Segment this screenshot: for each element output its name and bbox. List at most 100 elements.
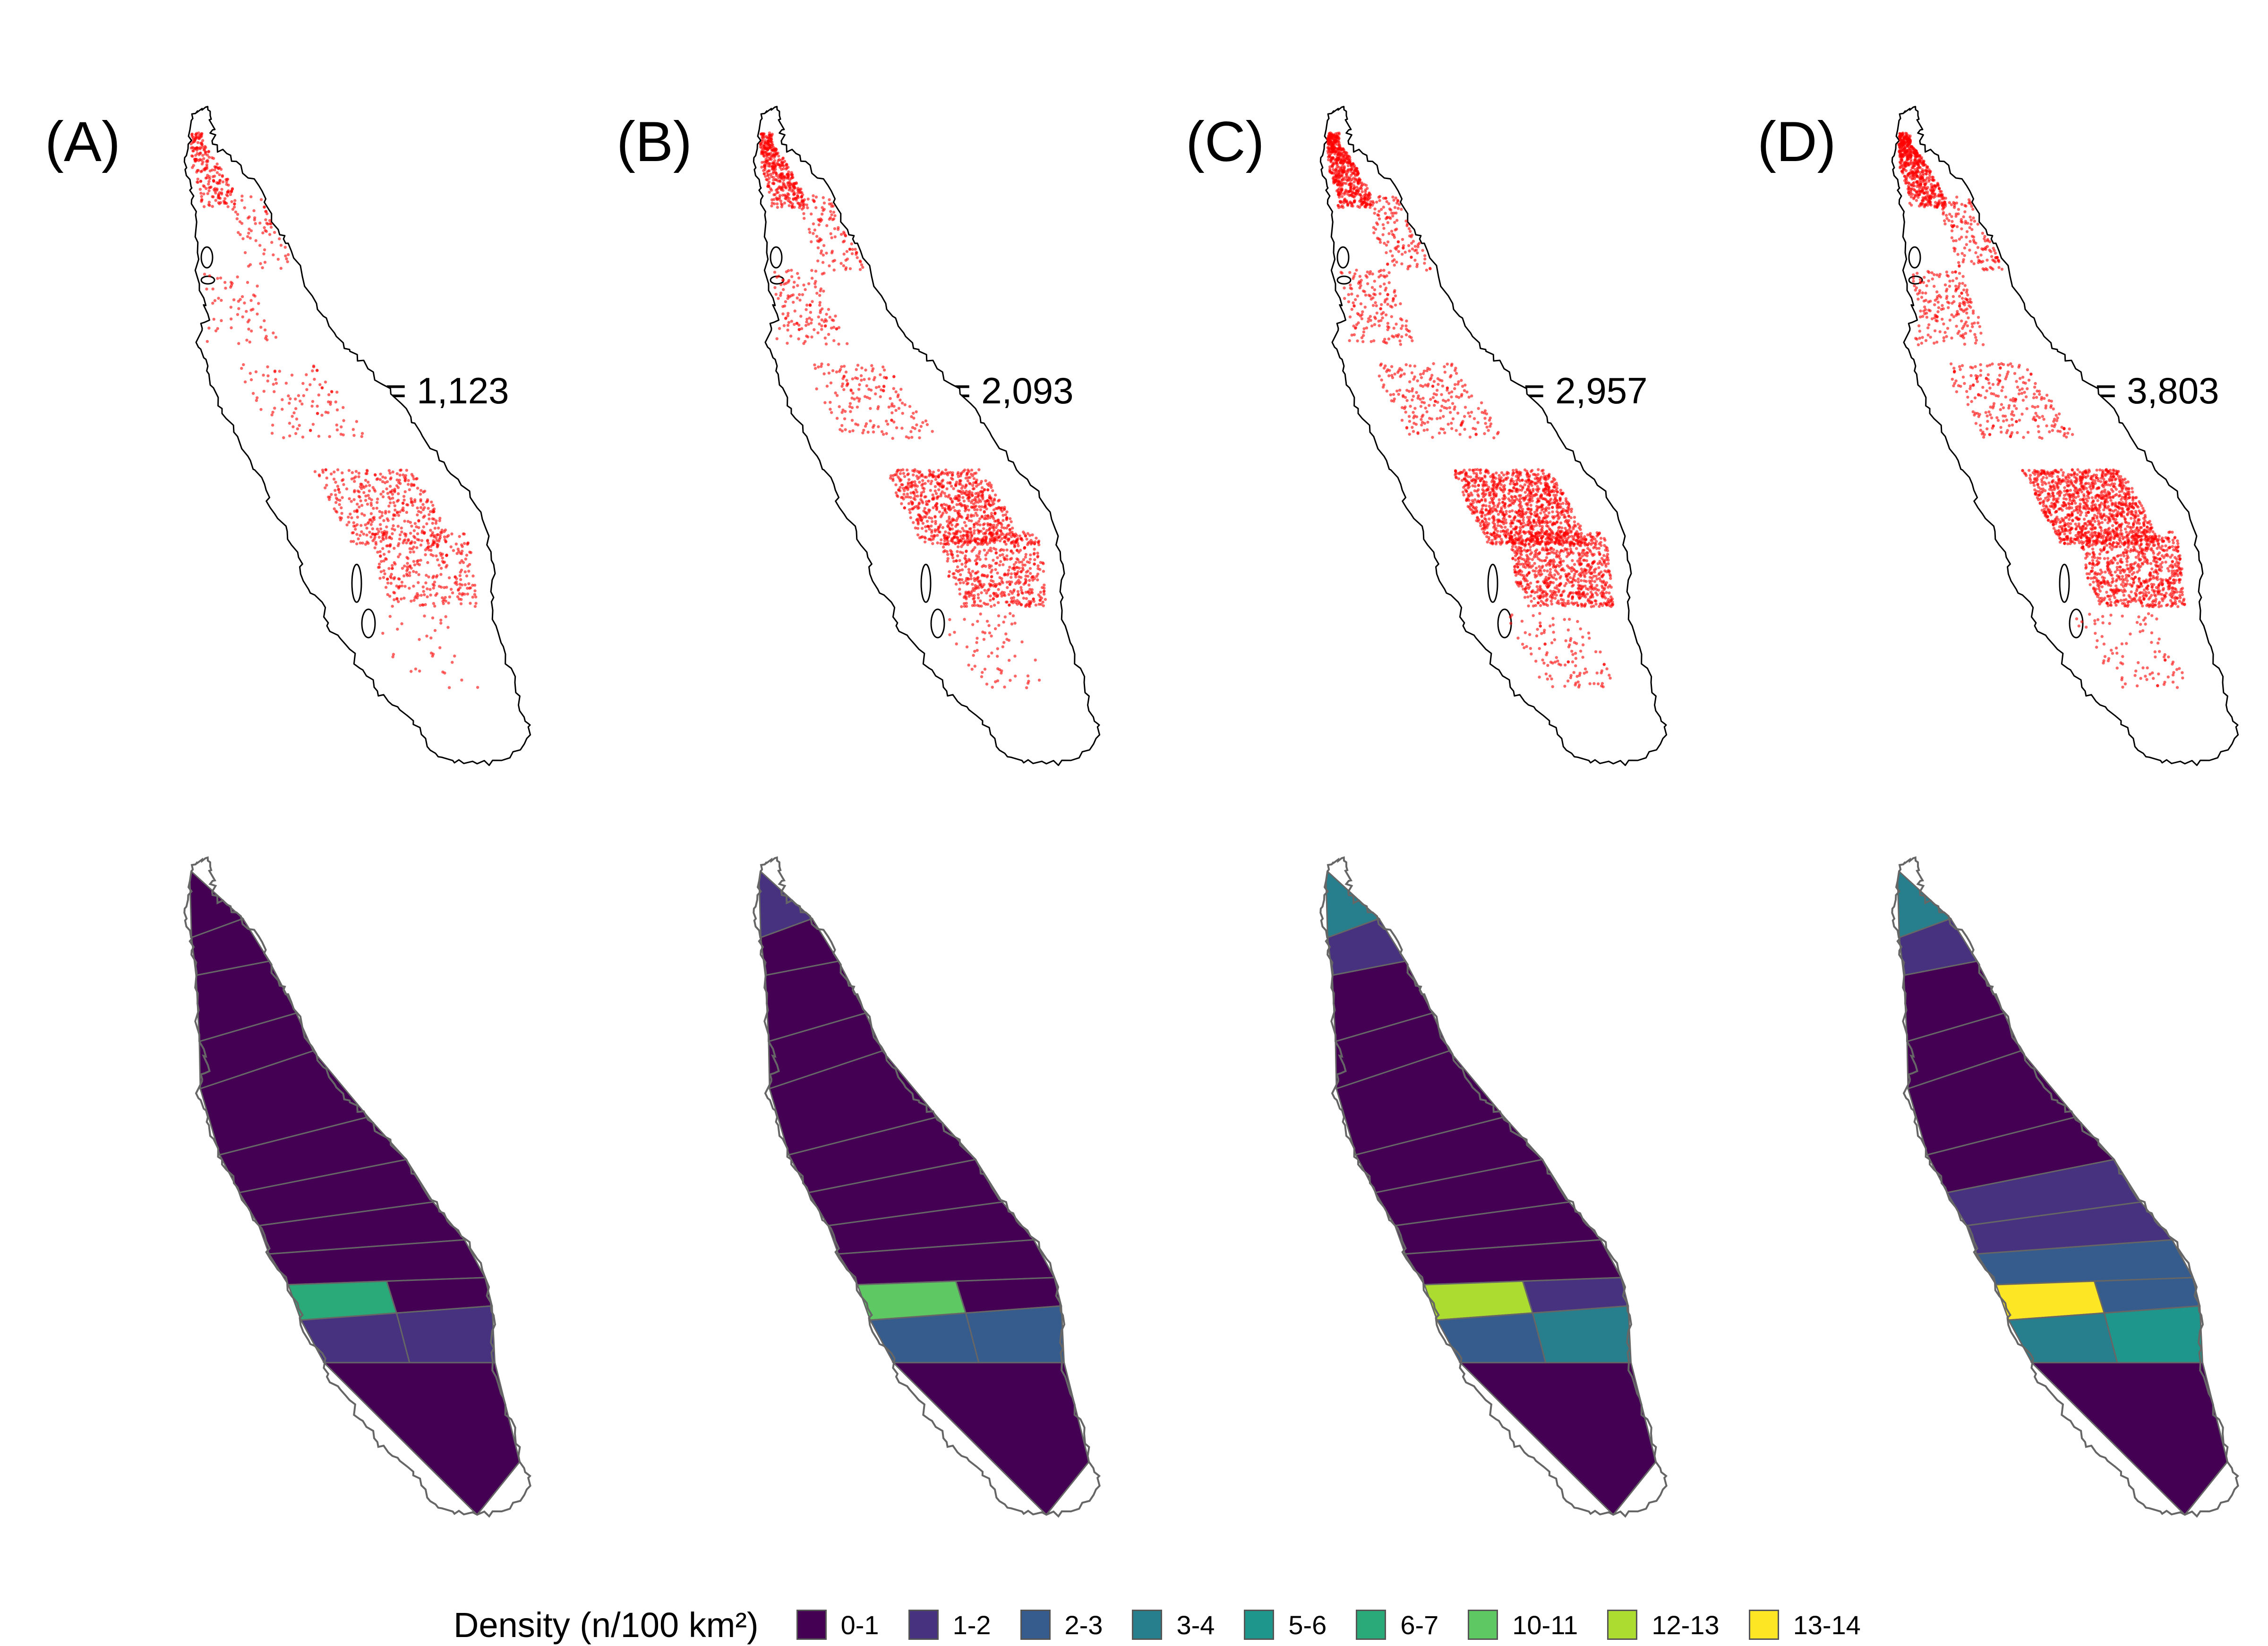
occurrence-point <box>790 173 794 176</box>
occurrence-point <box>1455 429 1458 432</box>
occurrence-point <box>1599 650 1602 654</box>
occurrence-point <box>945 537 949 540</box>
occurrence-point <box>1565 548 1568 552</box>
occurrence-point <box>410 473 413 476</box>
occurrence-point <box>936 541 939 545</box>
occurrence-point <box>1388 369 1391 372</box>
occurrence-point <box>289 397 292 401</box>
occurrence-point <box>823 336 827 340</box>
occurrence-point <box>1450 421 1453 425</box>
occurrence-point <box>1441 384 1445 388</box>
occurrence-point <box>828 316 832 319</box>
occurrence-point <box>198 147 202 151</box>
occurrence-point <box>1440 379 1444 383</box>
occurrence-point <box>365 540 369 544</box>
occurrence-point <box>946 559 949 563</box>
occurrence-point <box>934 522 937 525</box>
occurrence-point <box>1372 292 1376 296</box>
occurrence-point <box>1488 501 1492 504</box>
occurrence-point <box>796 272 799 275</box>
occurrence-point <box>775 337 779 341</box>
occurrence-point <box>766 155 769 159</box>
occurrence-point <box>818 294 822 297</box>
occurrence-point <box>973 546 976 549</box>
occurrence-point <box>1524 479 1527 483</box>
occurrence-point <box>377 563 381 566</box>
occurrence-point <box>389 581 393 585</box>
occurrence-point <box>248 263 252 266</box>
occurrence-point <box>1486 540 1489 544</box>
occurrence-point <box>1498 474 1501 477</box>
occurrence-point <box>367 480 370 484</box>
occurrence-point <box>259 325 263 329</box>
occurrence-point <box>301 435 305 439</box>
occurrence-point <box>851 429 855 433</box>
occurrence-point <box>391 493 394 496</box>
occurrence-point <box>417 526 420 529</box>
occurrence-point <box>242 363 245 367</box>
occurrence-point <box>291 425 295 428</box>
occurrence-point <box>1549 599 1553 603</box>
occurrence-point <box>1408 364 1412 367</box>
occurrence-point <box>762 154 765 157</box>
occurrence-point <box>787 175 790 179</box>
occurrence-point <box>947 525 950 529</box>
occurrence-point <box>1006 586 1009 589</box>
occurrence-point <box>355 523 359 527</box>
occurrence-point <box>439 567 443 570</box>
occurrence-point <box>840 424 844 427</box>
occurrence-point <box>378 550 382 554</box>
occurrence-point <box>977 552 981 555</box>
occurrence-point <box>969 482 972 486</box>
occurrence-point <box>979 582 983 586</box>
occurrence-point <box>941 546 945 549</box>
occurrence-point <box>311 369 314 373</box>
occurrence-point <box>985 620 989 623</box>
occurrence-point <box>1391 214 1395 218</box>
occurrence-point <box>861 431 864 435</box>
occurrence-point <box>982 583 986 586</box>
occurrence-point <box>216 277 219 280</box>
occurrence-point <box>941 512 945 515</box>
occurrence-point <box>382 553 386 556</box>
occurrence-point <box>793 323 796 326</box>
occurrence-point <box>984 538 987 542</box>
occurrence-point <box>986 574 989 577</box>
occurrence-point <box>1559 575 1563 578</box>
occurrence-point <box>791 293 795 297</box>
occurrence-point <box>991 489 994 493</box>
occurrence-point <box>993 497 996 501</box>
occurrence-point <box>972 481 976 485</box>
occurrence-point <box>969 537 973 540</box>
occurrence-point <box>1011 527 1014 530</box>
lake-outline <box>1336 246 1350 269</box>
occurrence-point <box>342 406 345 409</box>
occurrence-point <box>1440 393 1443 396</box>
occurrence-point <box>960 545 963 548</box>
occurrence-point <box>339 433 343 436</box>
occurrence-point <box>431 543 434 546</box>
occurrence-point <box>940 538 943 542</box>
occurrence-point <box>380 514 384 518</box>
occurrence-point <box>1579 544 1583 547</box>
occurrence-point <box>372 518 376 521</box>
occurrence-point <box>807 282 811 285</box>
occurrence-point <box>363 513 366 517</box>
occurrence-point <box>1514 558 1517 562</box>
occurrence-point <box>931 542 934 546</box>
occurrence-point <box>279 244 283 247</box>
occurrence-point <box>966 537 969 541</box>
occurrence-point <box>236 213 240 216</box>
occurrence-point <box>429 549 433 552</box>
occurrence-point <box>1000 523 1003 527</box>
occurrence-point <box>940 480 944 483</box>
occurrence-point <box>264 210 267 213</box>
occurrence-point <box>804 324 808 327</box>
occurrence-point <box>368 484 371 487</box>
occurrence-point <box>1399 343 1403 346</box>
occurrence-point <box>1555 594 1558 597</box>
occurrence-point <box>818 322 821 326</box>
occurrence-point <box>239 233 242 236</box>
occurrence-point <box>854 247 857 251</box>
occurrence-point <box>1000 526 1004 529</box>
